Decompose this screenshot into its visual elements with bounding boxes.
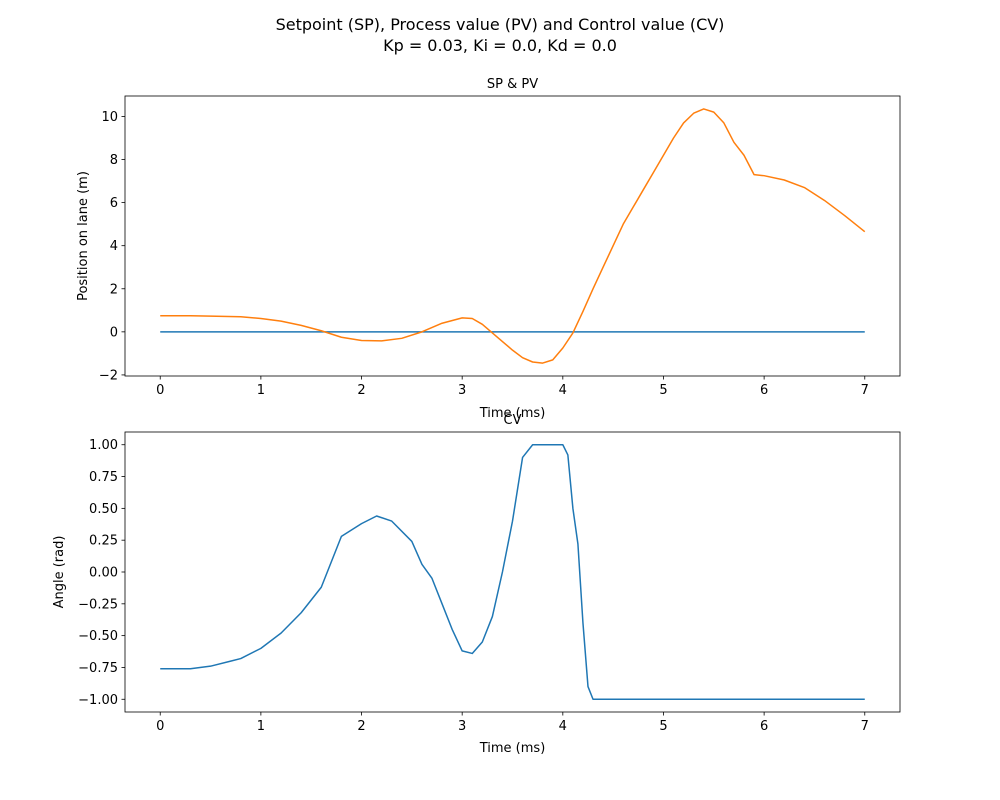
cv-series-line-0 <box>160 443 865 701</box>
sp-pv-x-tick-label: 7 <box>861 383 869 398</box>
sp-pv-x-tick-label: 6 <box>760 383 768 398</box>
sp-pv-y-tick-label: 8 <box>110 153 118 168</box>
cv-x-axis-label: Time (ms) <box>479 741 546 756</box>
cv-y-tick-label: 0.75 <box>89 470 118 485</box>
cv-x-tick-label: 3 <box>458 719 466 734</box>
cv-y-tick-label: −1.00 <box>78 693 118 708</box>
sp-pv-axes-title: SP & PV <box>487 77 538 92</box>
cv-y-tick-label: 0.00 <box>89 566 118 581</box>
sp-pv-y-axis-label: Position on lane (m) <box>76 171 91 301</box>
sp-pv-axes-frame <box>124 95 901 377</box>
figure-title-line1: Setpoint (SP), Process value (PV) and Co… <box>276 15 725 34</box>
sp-pv-x-tick-label: 2 <box>357 383 365 398</box>
cv-x-tick-label: 6 <box>760 719 768 734</box>
figure-title-line2: Kp = 0.03, Ki = 0.0, Kd = 0.0 <box>383 36 617 55</box>
cv-x-tick-label: 1 <box>257 719 265 734</box>
sp-pv-x-tick-label: 5 <box>659 383 667 398</box>
sp-pv-x-tick-label: 4 <box>559 383 567 398</box>
sp-pv-axes: SP & PV Time (ms) Position on lane (m) 0… <box>76 77 901 421</box>
sp-pv-series-line-1 <box>160 108 866 364</box>
sp-pv-y-tick-label: 10 <box>101 110 118 125</box>
cv-x-tick-label: 2 <box>357 719 365 734</box>
cv-y-tick-label: 1.00 <box>89 438 118 453</box>
sp-pv-y-tick-label: 0 <box>110 325 118 340</box>
cv-x-tick-label: 4 <box>559 719 567 734</box>
cv-y-tick-label: −0.75 <box>78 661 118 676</box>
cv-y-tick-label: 0.25 <box>89 534 118 549</box>
sp-pv-x-tick-label: 1 <box>257 383 265 398</box>
cv-axes: CV Time (ms) Angle (rad) 0 1 2 3 4 5 6 7 −1.00 −0… <box>52 413 901 756</box>
sp-pv-y-tick-label: 4 <box>110 239 118 254</box>
cv-x-tick-label: 0 <box>156 719 164 734</box>
cv-y-tick-label: 0.50 <box>89 502 118 517</box>
cv-x-tick-label: 5 <box>659 719 667 734</box>
cv-axes-title: CV <box>504 413 522 428</box>
sp-pv-x-axis-label: Time (ms) <box>479 406 546 421</box>
cv-y-tick-label: −0.50 <box>78 629 118 644</box>
cv-y-axis-label: Angle (rad) <box>52 536 67 609</box>
sp-pv-x-tick-label: 3 <box>458 383 466 398</box>
cv-x-tick-label: 7 <box>861 719 869 734</box>
sp-pv-y-tick-label: 6 <box>110 196 118 211</box>
sp-pv-y-tick-label: 2 <box>110 282 118 297</box>
cv-y-tick-label: −0.25 <box>78 597 118 612</box>
sp-pv-y-tick-label: −2 <box>99 368 118 383</box>
sp-pv-x-tick-label: 0 <box>156 383 164 398</box>
